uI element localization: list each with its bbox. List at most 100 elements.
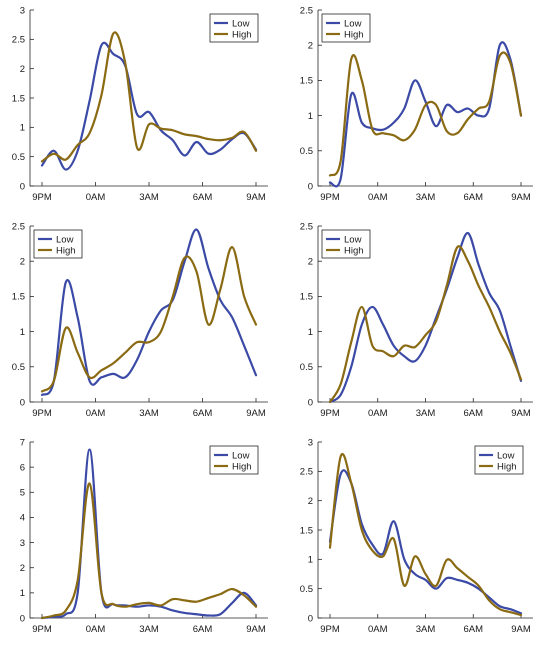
y-tick-label: 0.5 [300,146,313,157]
series-line-high [328,51,523,177]
x-tick-label: 0AM [368,192,388,203]
series-line-low [40,228,258,397]
x-tick-label: 9PM [320,192,340,203]
x-tick-label: 3AM [416,408,436,419]
series-line-low [328,231,523,404]
y-tick-label: 0.5 [12,152,25,163]
y-tick-label: 7 [20,437,25,448]
series-line-low [40,41,258,171]
legend-box [321,229,371,259]
legend-box [321,13,371,43]
x-tick-label: 3AM [139,192,159,203]
x-tick-label: 9PM [32,192,52,203]
y-tick-label: 2 [308,496,313,507]
x-tick-label: 6AM [193,408,213,419]
y-tick-label: 2 [20,563,25,574]
x-tick-label: 6AM [193,192,213,203]
y-tick-label: 4 [20,513,25,524]
x-tick-label: 9PM [32,408,52,419]
y-tick-label: 0.5 [300,362,313,373]
y-tick-label: 1 [308,555,313,566]
legend-label: Low [56,234,74,245]
y-tick-label: 0 [308,181,313,192]
y-tick-label: 2 [308,257,313,268]
legend-box [474,445,524,475]
series-line-low [328,41,523,188]
x-tick-label: 6AM [193,624,213,635]
series-line-high [40,31,258,163]
x-tick-label: 3AM [139,624,159,635]
x-tick-label: 9PM [320,408,340,419]
x-tick-label: 0AM [86,408,106,419]
legend-label: High [344,29,364,40]
series-line-high [328,453,523,617]
y-tick-label: 3 [20,538,25,549]
y-tick-label: 6 [20,462,25,473]
series-line-high [328,245,523,404]
x-tick-label: 9AM [511,408,531,419]
y-tick-label: 0 [308,397,313,408]
legend-label: Low [232,450,250,461]
x-tick-label: 0AM [86,624,106,635]
y-tick-label: 2.5 [300,5,313,16]
series-line-low [40,448,258,620]
x-tick-label: 6AM [463,408,483,419]
y-tick-label: 3 [20,5,25,16]
y-tick-label: 2 [20,64,25,75]
y-tick-label: 2.5 [12,221,25,232]
y-tick-label: 2.5 [12,35,25,46]
y-tick-label: 1 [20,588,25,599]
x-tick-label: 0AM [368,408,388,419]
legend-label: High [497,461,517,472]
y-tick-label: 2.5 [300,467,313,478]
legend-box [209,445,259,475]
legend-label: Low [232,18,250,29]
x-tick-label: 3AM [416,624,436,635]
legend-label: High [232,29,252,40]
x-tick-label: 9AM [511,624,531,635]
legend-label: Low [344,18,362,29]
legend-label: High [56,245,76,256]
y-tick-label: 0 [308,613,313,624]
y-tick-label: 1 [20,327,25,338]
legend-label: Low [497,450,515,461]
y-tick-label: 0.5 [300,584,313,595]
y-tick-label: 1 [308,327,313,338]
x-tick-label: 6AM [463,192,483,203]
y-tick-label: 2.5 [300,221,313,232]
legend-label: High [232,461,252,472]
y-tick-label: 1.5 [300,76,313,87]
y-tick-label: 0 [20,397,25,408]
y-tick-label: 0 [20,613,25,624]
y-tick-label: 3 [308,437,313,448]
y-tick-label: 2 [308,41,313,52]
legend-box [33,229,83,259]
legend-label: High [344,245,364,256]
x-tick-label: 9PM [320,624,340,635]
x-tick-label: 9AM [246,408,266,419]
x-tick-label: 0AM [368,624,388,635]
x-tick-label: 0AM [86,192,106,203]
y-tick-label: 5 [20,488,25,499]
legend-box [209,13,259,43]
legend-label: Low [344,234,362,245]
series-line-high [40,246,258,393]
y-tick-label: 1.5 [12,93,25,104]
x-tick-label: 9AM [246,192,266,203]
y-tick-label: 1.5 [12,292,25,303]
x-tick-label: 9AM [511,192,531,203]
x-tick-label: 9AM [246,624,266,635]
y-tick-label: 1.5 [300,525,313,536]
y-tick-label: 1.5 [300,292,313,303]
